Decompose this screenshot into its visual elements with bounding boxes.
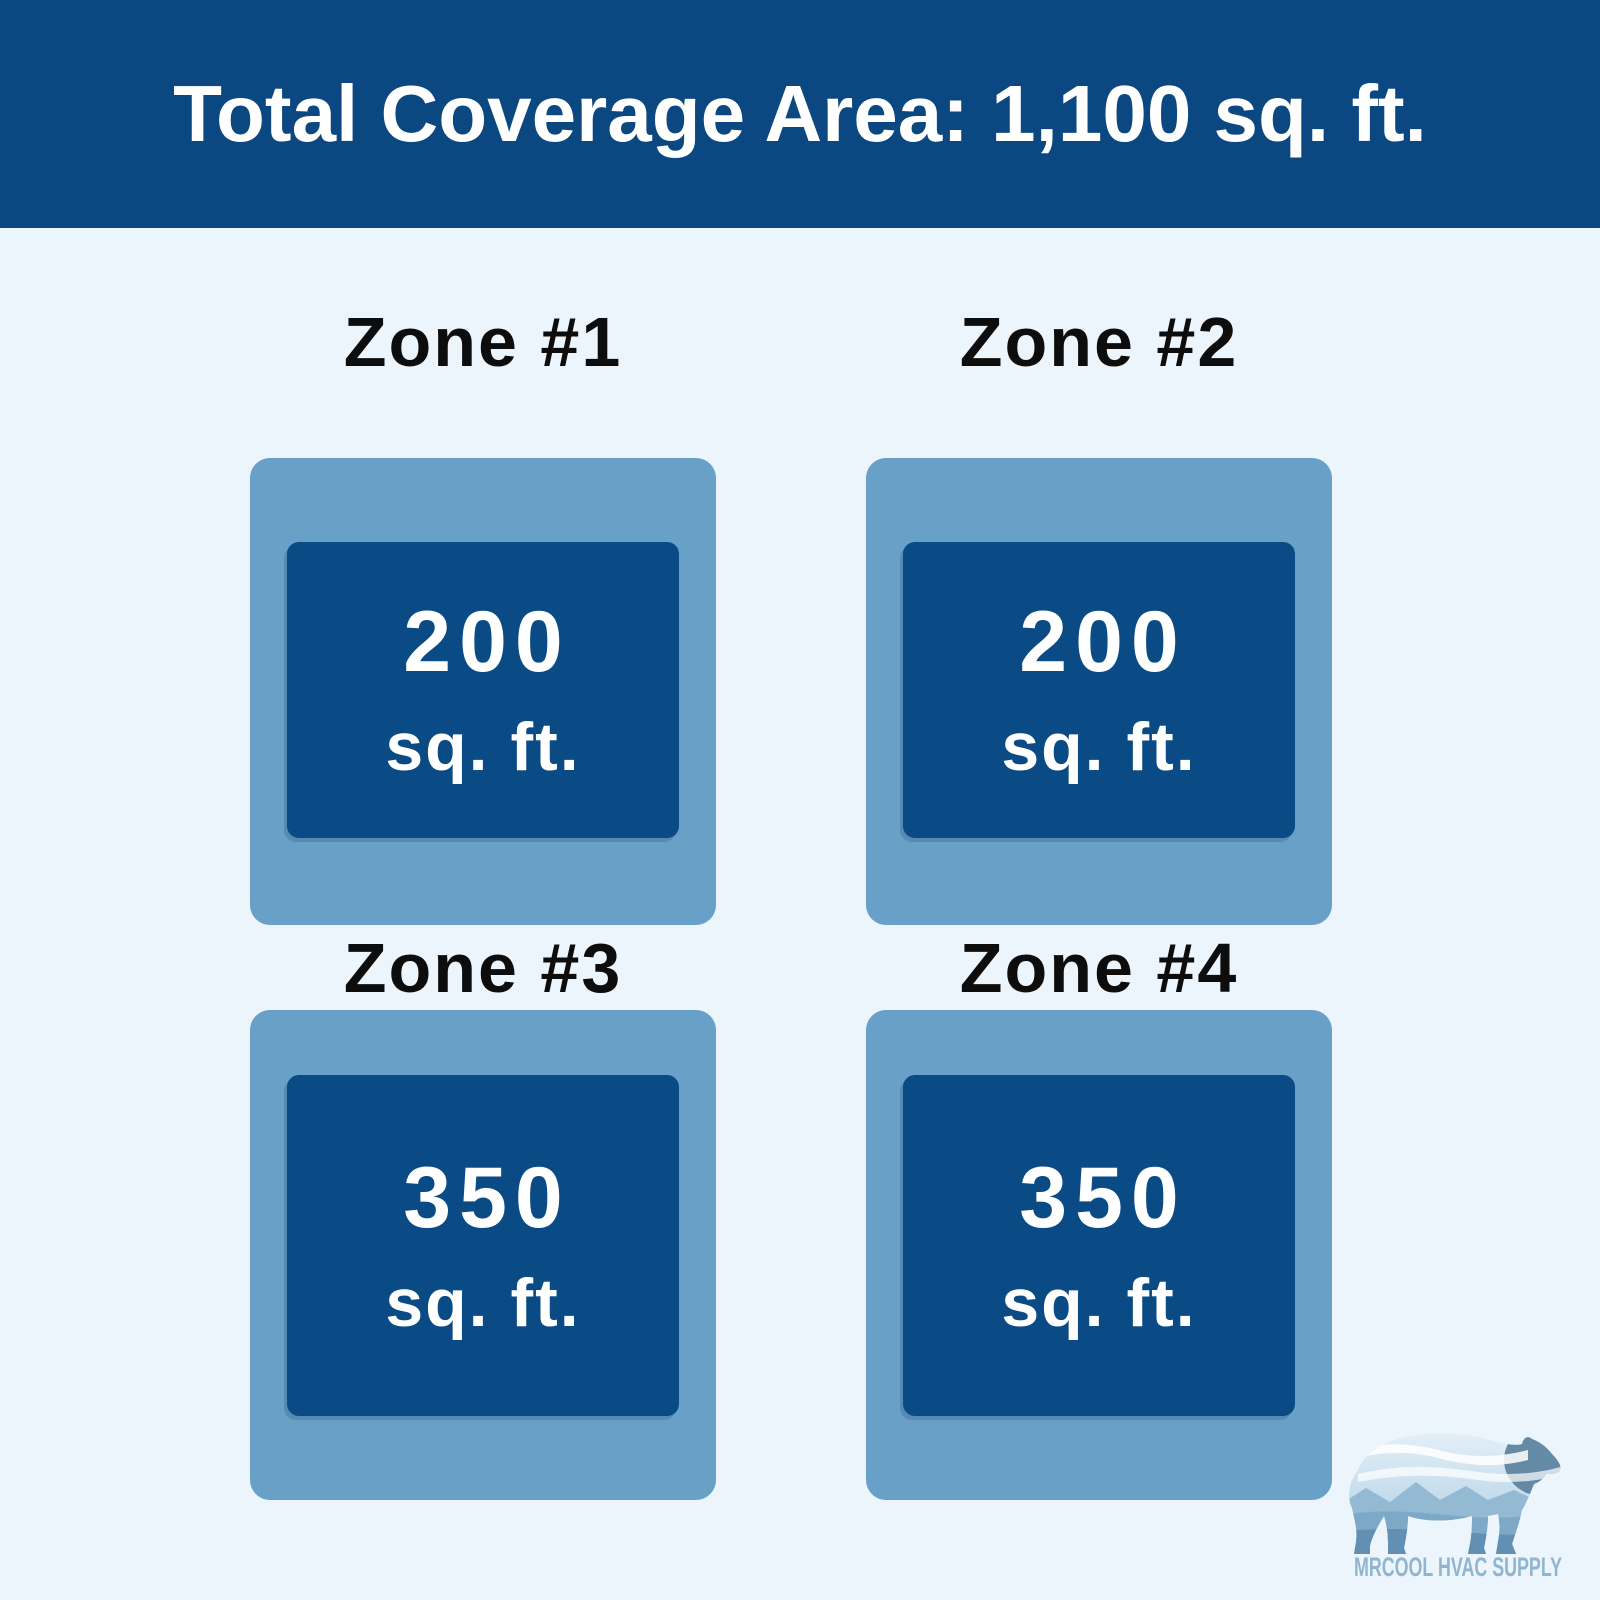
zone-4-label: Zone #4 [959,929,1239,1007]
zone-3-inner-box: 350 sq. ft. [287,1075,679,1416]
brand-wordmark: MRCOOL HVAC SUPPLY [1354,1552,1562,1582]
zone-3-value: 350 [403,1149,571,1246]
zone-1-value: 200 [403,594,571,690]
zone-3-unit: sq. ft. [385,1264,581,1341]
zone-1-label: Zone #1 [343,303,623,381]
zone-3-outer-box: 350 sq. ft. [250,1010,716,1500]
zone-3-label: Zone #3 [343,929,623,1007]
zone-2-unit: sq. ft. [1001,709,1197,785]
zone-1-inner-box: 200 sq. ft. [287,542,679,838]
zone-4-inner-box: 350 sq. ft. [903,1075,1295,1416]
brand-logo: MRCOOL HVAC SUPPLY [1349,1433,1562,1582]
page-title: Total Coverage Area: 1,100 sq. ft. [173,69,1427,158]
zone-2-value: 200 [1019,594,1187,690]
polar-bear-icon [1349,1433,1561,1554]
zone-2-label: Zone #2 [959,303,1239,381]
zone-1-outer-box: 200 sq. ft. [250,458,716,925]
zone-4-outer-box: 350 sq. ft. [866,1010,1332,1500]
zone-4-unit: sq. ft. [1001,1264,1197,1341]
header-banner: Total Coverage Area: 1,100 sq. ft. [0,0,1600,228]
zone-2-outer-box: 200 sq. ft. [866,458,1332,925]
zone-1-unit: sq. ft. [385,709,581,785]
zone-2-inner-box: 200 sq. ft. [903,542,1295,838]
zone-4-value: 350 [1019,1149,1187,1246]
